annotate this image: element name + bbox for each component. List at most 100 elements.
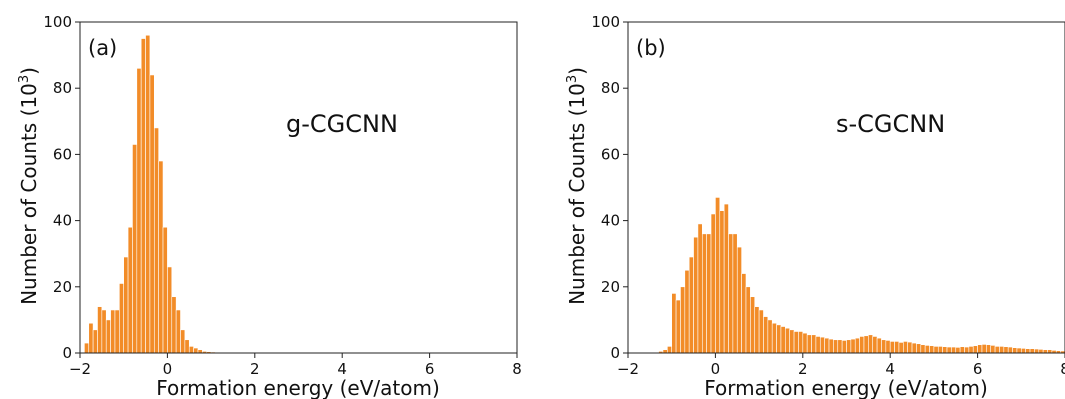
histogram-bar	[806, 334, 812, 354]
y-tick-label-b: 20	[601, 278, 620, 296]
histogram-bar	[903, 341, 908, 354]
histogram-bar	[859, 336, 865, 354]
histogram-bar	[184, 339, 190, 354]
histogram-bar	[833, 339, 839, 354]
x-tick-label-b: 8	[1060, 360, 1065, 378]
y-tick-label-b: 100	[591, 13, 620, 31]
y-axis-label-a-main: Number of Counts (10	[17, 83, 41, 305]
histogram-bar	[907, 341, 913, 354]
histogram-bar	[771, 322, 777, 354]
histogram-bar	[1020, 348, 1026, 354]
histogram-bar	[946, 346, 952, 354]
histogram-bar	[889, 341, 895, 354]
y-axis-label-a-close: )	[17, 67, 41, 75]
histogram-bar	[719, 210, 725, 354]
histogram-bar	[815, 336, 821, 354]
panel-label-a: (a)	[88, 36, 117, 60]
histogram-bar	[1012, 347, 1018, 354]
histogram-bar	[101, 309, 107, 354]
histogram-bar	[776, 324, 782, 354]
histogram-bar	[824, 337, 830, 354]
axes-frame-b	[627, 21, 1065, 354]
histogram-bar	[741, 273, 747, 354]
histogram-bar	[162, 226, 168, 354]
histogram-bar	[819, 336, 825, 354]
histogram-bar	[706, 233, 712, 354]
histogram-bar	[175, 309, 181, 354]
x-tick-label-a: 8	[512, 360, 522, 378]
histogram-bar	[811, 334, 817, 354]
panel-label-b: (b)	[636, 36, 666, 60]
x-tick-label-b: 0	[711, 360, 721, 378]
y-tick-label-a: 20	[53, 278, 72, 296]
histogram-bar	[92, 329, 98, 354]
histogram-bar	[745, 286, 751, 354]
histogram-bar	[850, 338, 856, 354]
histogram-bar	[763, 316, 769, 354]
histogram-bar	[723, 203, 729, 354]
histogram-bar	[149, 74, 155, 354]
histogram-bar	[999, 346, 1005, 354]
y-axis-label-b-close: )	[565, 67, 589, 75]
histogram-bar	[110, 309, 116, 354]
histogram-bar	[193, 347, 199, 354]
histogram-bar	[785, 327, 790, 354]
histogram-bar	[868, 334, 874, 354]
x-tick-label-a: 2	[250, 360, 260, 378]
histogram-bar	[188, 346, 194, 354]
histogram-bar	[846, 339, 852, 354]
histogram-bar	[780, 326, 786, 354]
histogram-bar	[767, 319, 773, 354]
y-tick-label-b: 0	[610, 344, 620, 362]
histogram-bar	[955, 347, 961, 354]
histogram-bar	[140, 38, 146, 354]
histogram-bar	[671, 293, 677, 354]
histogram-bar	[898, 342, 904, 354]
histogram-bar	[715, 197, 721, 354]
histogram-bar	[180, 329, 186, 354]
histogram-bar	[750, 296, 756, 354]
model-annotation-a: g-CGCNN	[286, 110, 398, 138]
histogram-bar	[675, 299, 681, 354]
histogram-bar	[1003, 346, 1009, 354]
histogram-bar	[828, 338, 834, 354]
histogram-bar	[964, 346, 970, 354]
histogram-bar	[981, 344, 987, 354]
histogram-bar	[153, 127, 159, 354]
histogram-bar	[933, 346, 939, 354]
histogram-bar	[688, 256, 694, 354]
histogram-bar	[942, 346, 948, 354]
histogram-bar	[732, 233, 738, 354]
histogram-bar	[127, 226, 133, 354]
histogram-bar	[937, 346, 943, 354]
histogram-bar	[97, 306, 103, 354]
histogram-bar	[994, 346, 1000, 354]
y-axis-label-b-sup: 3	[565, 75, 580, 83]
x-tick-label-b: 2	[798, 360, 808, 378]
y-tick-label-a: 0	[62, 344, 72, 362]
y-axis-label-a: Number of Counts (103)	[17, 67, 41, 305]
y-axis-label-b: Number of Counts (103)	[565, 67, 589, 305]
histogram-bar	[1029, 348, 1035, 354]
x-axis-label-a: Formation energy (eV/atom)	[156, 376, 440, 399]
histogram-bar	[697, 223, 703, 354]
histogram-bar	[119, 283, 125, 354]
histogram-bar	[1038, 349, 1044, 354]
histogram-bar	[1016, 347, 1022, 354]
histogram-bar	[929, 345, 935, 354]
histogram-bar	[701, 233, 707, 354]
histogram-bar	[1007, 346, 1013, 354]
y-ticks-a: 0 20 40 60 80 100	[43, 13, 80, 362]
histogram-bar	[972, 345, 978, 354]
histogram-bar	[894, 341, 900, 354]
histogram-bar	[916, 343, 922, 354]
histogram-bar	[728, 233, 734, 354]
x-tick-label-a: −2	[69, 360, 91, 378]
histogram-bar	[802, 332, 808, 354]
y-tick-label-b: 80	[601, 79, 620, 97]
histogram-bar	[1025, 348, 1031, 354]
y-axis-label-b-main: Number of Counts (10	[565, 83, 589, 305]
